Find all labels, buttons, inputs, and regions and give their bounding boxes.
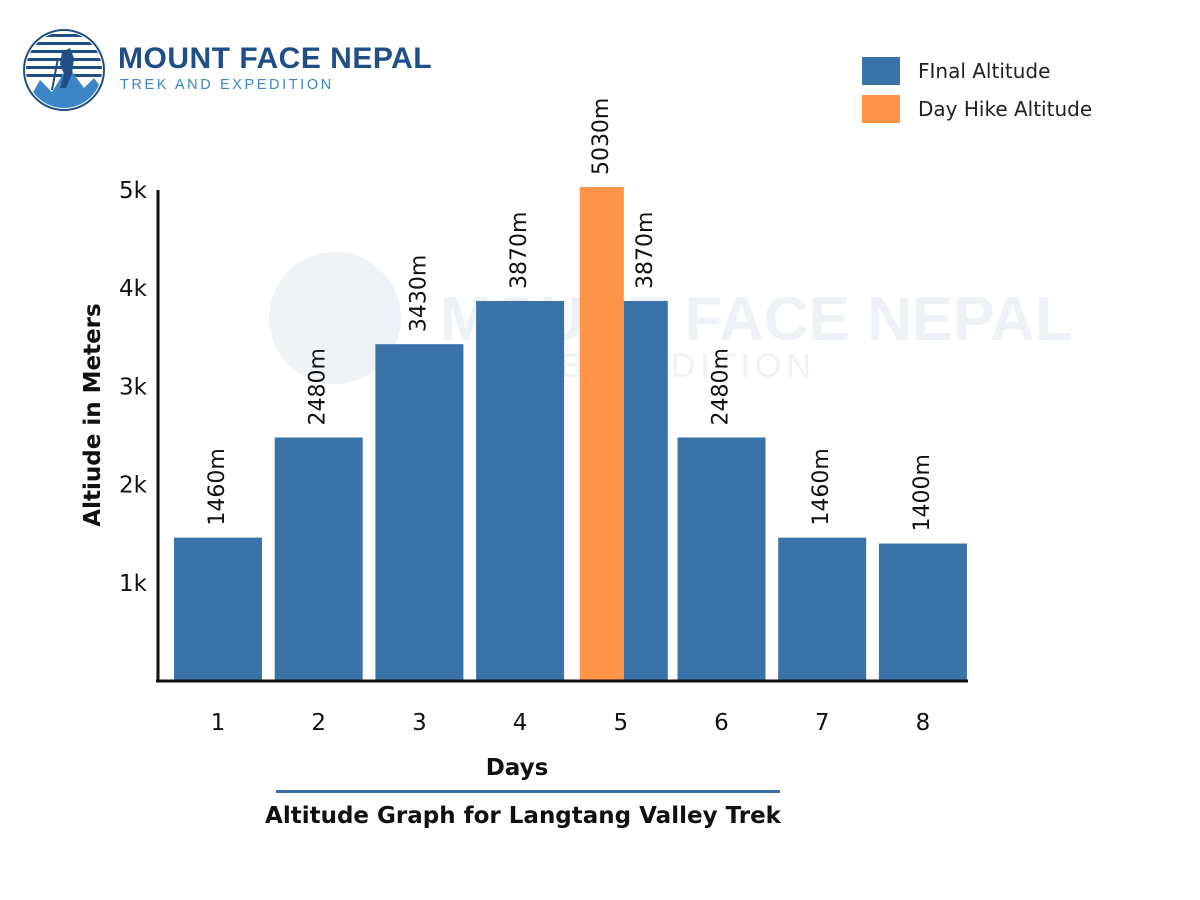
y-tick-label-3k: 3k: [119, 374, 148, 400]
chart-title: Altitude Graph for Langtang Valley Trek: [265, 803, 781, 829]
x-tick-label-4: 4: [513, 710, 528, 736]
bar-final-1: [174, 537, 262, 681]
bar-final-2: [274, 437, 363, 681]
data-label-final-5: 3870m: [633, 212, 658, 289]
bar-final-8: [878, 543, 967, 681]
data-label-final-1: 1460m: [205, 448, 230, 525]
y-tick-labels: 1k 2k 3k 4k 5k: [119, 178, 148, 597]
x-tick-label-1: 1: [211, 710, 226, 736]
watermark-emblem-icon: [269, 252, 401, 384]
x-tick-labels: 1 2 3 4 5 6 7 8: [211, 710, 931, 736]
y-tick-label-5k: 5k: [119, 178, 148, 204]
bar-day-hike-5: [579, 187, 624, 681]
logo-tagline: TREK AND EXPEDITION: [120, 77, 334, 93]
x-tick-label-2: 2: [311, 710, 326, 736]
legend-label-day-hike-altitude: Day Hike Altitude: [918, 97, 1093, 121]
data-label-final-7: 1460m: [809, 448, 834, 525]
x-axis-title: Days: [486, 755, 549, 781]
legend-swatch-final-altitude: [862, 57, 900, 85]
data-label-final-2: 2480m: [306, 348, 331, 425]
x-tick-label-5: 5: [613, 710, 628, 736]
y-axis-title: Altiude in Meters: [80, 303, 106, 526]
title-divider: [276, 790, 780, 793]
data-label-final-8: 1400m: [910, 454, 935, 531]
y-tick-label-4k: 4k: [119, 276, 148, 302]
x-tick-label-8: 8: [916, 710, 931, 736]
y-tick-label-2k: 2k: [119, 473, 148, 499]
brand-logo: MOUNT FACE NEPAL TREK AND EXPEDITION: [22, 28, 432, 112]
legend-swatch-day-hike-altitude: [862, 95, 900, 123]
bar-final-7: [778, 537, 867, 681]
bar-final-5: [623, 300, 668, 681]
legend-item-final-altitude: FInal Altitude: [862, 57, 1092, 85]
data-label-day-hike-5: 5030m: [589, 98, 614, 175]
data-label-final-6: 2480m: [709, 348, 734, 425]
legend-item-day-hike-altitude: Day Hike Altitude: [862, 95, 1092, 123]
x-tick-label-6: 6: [714, 710, 729, 736]
bar-final-6: [677, 437, 766, 681]
bar-final-4: [476, 300, 565, 681]
logo-emblem-icon: [23, 29, 105, 111]
bar-group: 1460m 2480m 3430m 3870m 5030m 3870m 2480m 1460m…: [174, 98, 967, 681]
legend-label-final-altitude: FInal Altitude: [918, 59, 1051, 83]
x-tick-label-3: 3: [412, 710, 427, 736]
bar-final-3: [375, 344, 464, 681]
x-tick-label-7: 7: [815, 710, 830, 736]
data-label-final-3: 3430m: [406, 255, 431, 332]
chart-legend: FInal Altitude Day Hike Altitude: [862, 57, 1092, 133]
logo-name: MOUNT FACE NEPAL: [118, 42, 433, 75]
data-label-final-4: 3870m: [507, 212, 532, 289]
y-tick-label-1k: 1k: [119, 571, 148, 597]
